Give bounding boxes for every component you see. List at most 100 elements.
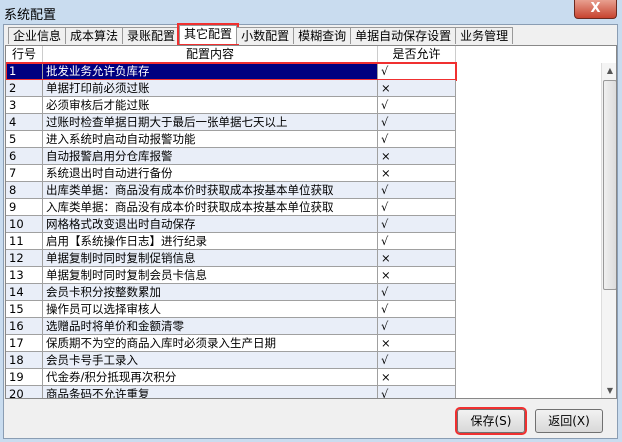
- allowed-value[interactable]: √: [378, 386, 456, 398]
- table-row[interactable]: 12 单据复制时同时复制促销信息 ×: [6, 250, 456, 267]
- allowed-value[interactable]: √: [378, 284, 456, 301]
- config-content: 进入系统时启动自动报警功能: [43, 131, 378, 148]
- tab-3[interactable]: 其它配置: [177, 23, 240, 46]
- tab-7[interactable]: 业务管理: [455, 27, 514, 44]
- tab-0[interactable]: 企业信息: [8, 27, 67, 44]
- config-content: 启用【系统操作日志】进行纪录: [43, 233, 378, 250]
- row-number: 3: [6, 97, 43, 114]
- table-row[interactable]: 20 商品条码不允许重复 √: [6, 386, 456, 398]
- allowed-value[interactable]: √: [378, 131, 456, 148]
- row-number: 2: [6, 80, 43, 97]
- config-content: 入库类单据：商品没有成本价时获取成本按基本单位获取: [43, 199, 378, 216]
- row-number: 9: [6, 199, 43, 216]
- row-number: 13: [6, 267, 43, 284]
- scroll-down-icon[interactable]: ▼: [606, 386, 614, 395]
- header-content: 配置内容: [43, 46, 378, 63]
- config-content: 单据复制时同时复制会员卡信息: [43, 267, 378, 284]
- table-row[interactable]: 16 选赠品时将单价和金额清零 √: [6, 318, 456, 335]
- table-row[interactable]: 1 批发业务允许负库存 √: [6, 62, 457, 81]
- row-number: 11: [6, 233, 43, 250]
- scroll-thumb[interactable]: [603, 80, 616, 290]
- table-row[interactable]: 17 保质期不为空的商品入库时必须录入生产日期 ×: [6, 335, 456, 352]
- table-row[interactable]: 2 单据打印前必须过账 ×: [6, 80, 456, 97]
- close-button[interactable]: X: [574, 0, 617, 19]
- config-content: 系统退出时自动进行备份: [43, 165, 378, 182]
- allowed-value[interactable]: ×: [378, 267, 456, 284]
- row-number: 18: [6, 352, 43, 369]
- table-row[interactable]: 4 过账时检查单据日期大于最后一张单据七天以上 √: [6, 114, 456, 131]
- allowed-value[interactable]: √: [378, 114, 456, 131]
- allowed-value[interactable]: √: [378, 199, 456, 216]
- allowed-value[interactable]: ×: [378, 369, 456, 386]
- save-button[interactable]: 保存(S): [455, 407, 527, 435]
- allowed-value[interactable]: √: [378, 301, 456, 318]
- config-content: 自动报警启用分仓库报警: [43, 148, 378, 165]
- config-content: 代金券/积分抵现再次积分: [43, 369, 378, 386]
- config-content: 选赠品时将单价和金额清零: [43, 318, 378, 335]
- table-row[interactable]: 6 自动报警启用分仓库报警 ×: [6, 148, 456, 165]
- allowed-value[interactable]: ×: [378, 250, 456, 267]
- row-number: 7: [6, 165, 43, 182]
- table-row[interactable]: 11 启用【系统操作日志】进行纪录 √: [6, 233, 456, 250]
- table-row[interactable]: 7 系统退出时自动进行备份 ×: [6, 165, 456, 182]
- tab-1[interactable]: 成本算法: [65, 27, 124, 44]
- row-number: 20: [6, 386, 43, 398]
- allowed-value[interactable]: √: [378, 216, 456, 233]
- allowed-value[interactable]: ×: [378, 148, 456, 165]
- config-table: 行号 配置内容 是否允许 1 批发业务允许负库存 √ 2 单据打印前必须过账 × 3 必须审核…: [5, 45, 617, 399]
- config-content: 商品条码不允许重复: [43, 386, 378, 398]
- header-allowed: 是否允许: [378, 46, 456, 63]
- table-row[interactable]: 5 进入系统时启动自动报警功能 √: [6, 131, 456, 148]
- tab-5[interactable]: 模糊查询: [293, 27, 352, 44]
- config-content: 会员卡号手工录入: [43, 352, 378, 369]
- row-number: 16: [6, 318, 43, 335]
- tab-bar: 企业信息 成本算法 录账配置 其它配置 小数配置 模糊查询 单据自动保存设置 业务管理: [8, 23, 514, 46]
- config-content: 批发业务允许负库存: [43, 63, 378, 80]
- header-row-no: 行号: [6, 46, 43, 63]
- table-row[interactable]: 3 必须审核后才能过账 √: [6, 97, 456, 114]
- row-number: 1: [6, 63, 43, 80]
- table-row[interactable]: 15 操作员可以选择审核人 √: [6, 301, 456, 318]
- allowed-value[interactable]: √: [378, 233, 456, 250]
- row-number: 6: [6, 148, 43, 165]
- allowed-value[interactable]: ×: [378, 165, 456, 182]
- table-row[interactable]: 9 入库类单据：商品没有成本价时获取成本按基本单位获取 √: [6, 199, 456, 216]
- config-content: 单据打印前必须过账: [43, 80, 378, 97]
- tab-6[interactable]: 单据自动保存设置: [350, 27, 457, 44]
- config-content: 单据复制时同时复制促销信息: [43, 250, 378, 267]
- window-title: 系统配置: [4, 8, 57, 23]
- table-row[interactable]: 14 会员卡积分按整数累加 √: [6, 284, 456, 301]
- row-number: 12: [6, 250, 43, 267]
- allowed-value[interactable]: ×: [378, 335, 456, 352]
- row-number: 17: [6, 335, 43, 352]
- config-content: 网格格式改变退出时自动保存: [43, 216, 378, 233]
- table-row[interactable]: 18 会员卡号手工录入 √: [6, 352, 456, 369]
- allowed-value[interactable]: ×: [378, 80, 456, 97]
- table-row[interactable]: 10 网格格式改变退出时自动保存 √: [6, 216, 456, 233]
- allowed-value[interactable]: √: [378, 352, 456, 369]
- table-row[interactable]: 19 代金券/积分抵现再次积分 ×: [6, 369, 456, 386]
- allowed-value[interactable]: √: [378, 182, 456, 199]
- config-content: 过账时检查单据日期大于最后一张单据七天以上: [43, 114, 378, 131]
- table-row[interactable]: 8 出库类单据：商品没有成本价时获取成本按基本单位获取 √: [6, 182, 456, 199]
- table-header: 行号 配置内容 是否允许: [6, 46, 456, 63]
- row-number: 8: [6, 182, 43, 199]
- vertical-scrollbar[interactable]: ▲ ▼: [601, 63, 616, 398]
- scroll-up-icon[interactable]: ▲: [606, 66, 614, 75]
- allowed-value[interactable]: √: [378, 97, 456, 114]
- row-number: 14: [6, 284, 43, 301]
- config-content: 保质期不为空的商品入库时必须录入生产日期: [43, 335, 378, 352]
- back-button[interactable]: 返回(X): [535, 409, 603, 433]
- config-content: 必须审核后才能过账: [43, 97, 378, 114]
- config-content: 操作员可以选择审核人: [43, 301, 378, 318]
- table-row[interactable]: 13 单据复制时同时复制会员卡信息 ×: [6, 267, 456, 284]
- allowed-value[interactable]: √: [378, 63, 456, 80]
- row-number: 4: [6, 114, 43, 131]
- tab-2[interactable]: 录账配置: [122, 27, 181, 44]
- tab-4[interactable]: 小数配置: [236, 27, 295, 44]
- row-number: 5: [6, 131, 43, 148]
- config-content: 出库类单据：商品没有成本价时获取成本按基本单位获取: [43, 182, 378, 199]
- allowed-value[interactable]: √: [378, 318, 456, 335]
- row-number: 15: [6, 301, 43, 318]
- row-number: 19: [6, 369, 43, 386]
